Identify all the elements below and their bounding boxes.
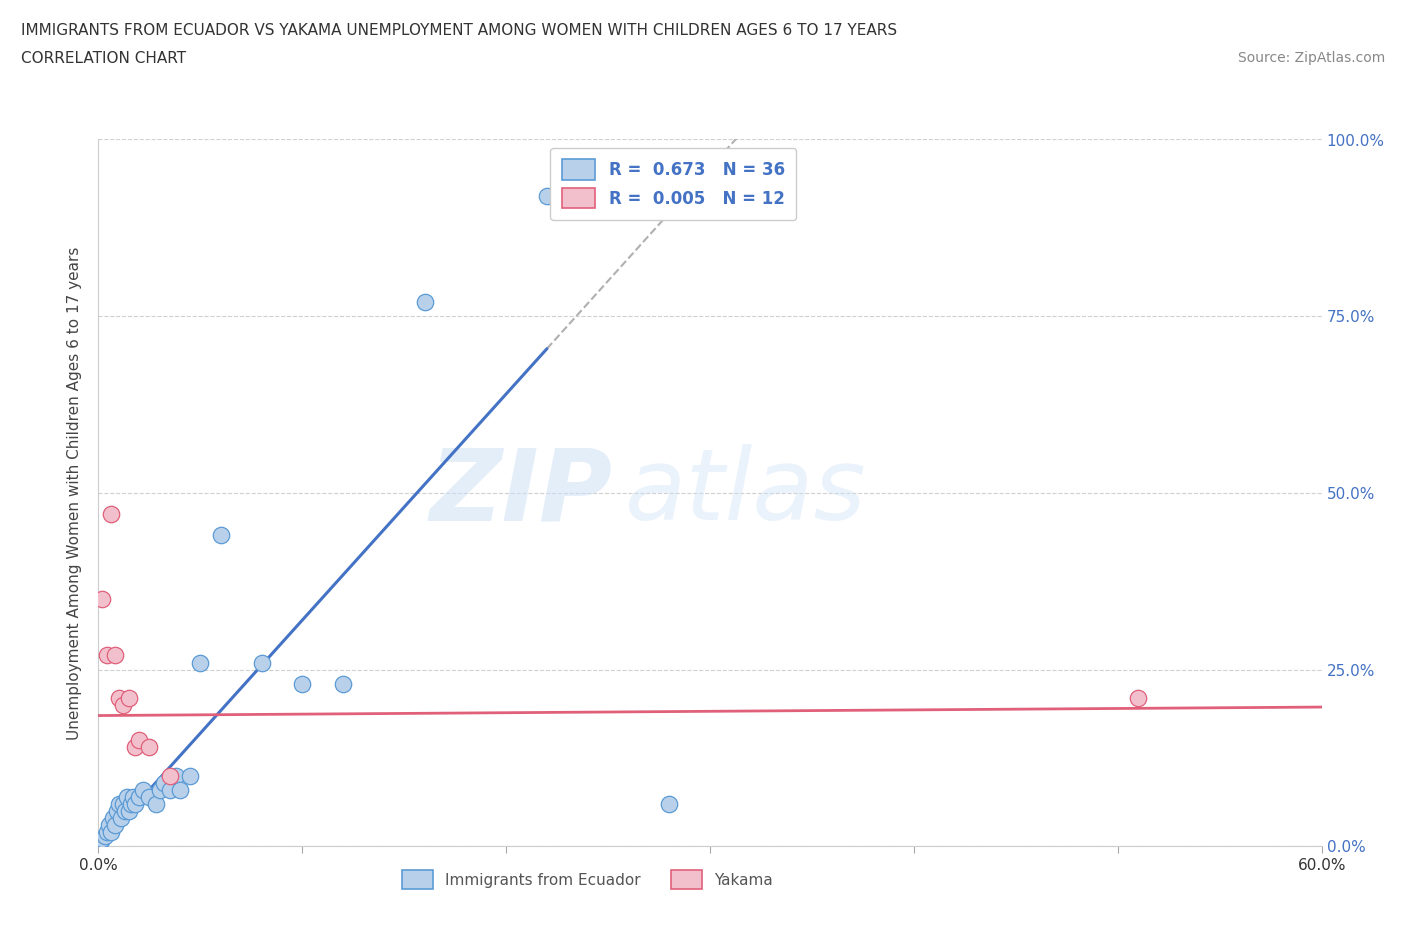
Text: atlas: atlas — [624, 445, 866, 541]
Point — [138, 740, 160, 755]
Point — [179, 768, 201, 783]
Point — [159, 782, 181, 797]
Point — [332, 676, 354, 691]
Point — [96, 648, 118, 663]
Point — [128, 733, 150, 748]
Point — [165, 768, 187, 783]
Point — [138, 790, 160, 804]
Point — [105, 804, 128, 818]
Point — [124, 796, 146, 811]
Point — [104, 817, 127, 832]
Point — [145, 796, 167, 811]
Legend: Immigrants from Ecuador, Yakama: Immigrants from Ecuador, Yakama — [396, 864, 779, 896]
Point — [536, 189, 558, 204]
Point — [250, 655, 273, 670]
Point — [115, 790, 138, 804]
Point — [149, 782, 172, 797]
Point — [122, 790, 145, 804]
Point — [101, 811, 124, 826]
Point — [108, 796, 131, 811]
Point — [124, 740, 146, 755]
Point — [100, 825, 122, 840]
Point — [91, 591, 114, 606]
Point — [120, 796, 142, 811]
Text: IMMIGRANTS FROM ECUADOR VS YAKAMA UNEMPLOYMENT AMONG WOMEN WITH CHILDREN AGES 6 : IMMIGRANTS FROM ECUADOR VS YAKAMA UNEMPL… — [21, 23, 897, 38]
Point — [118, 804, 141, 818]
Point — [93, 829, 115, 844]
Y-axis label: Unemployment Among Women with Children Ages 6 to 17 years: Unemployment Among Women with Children A… — [67, 246, 83, 739]
Text: CORRELATION CHART: CORRELATION CHART — [21, 51, 186, 66]
Text: Source: ZipAtlas.com: Source: ZipAtlas.com — [1237, 51, 1385, 65]
Point — [104, 648, 127, 663]
Point — [114, 804, 136, 818]
Point — [91, 831, 114, 846]
Text: ZIP: ZIP — [429, 445, 612, 541]
Point — [118, 690, 141, 705]
Point — [152, 776, 174, 790]
Point — [128, 790, 150, 804]
Point — [97, 817, 120, 832]
Point — [169, 782, 191, 797]
Point — [89, 835, 111, 850]
Point — [159, 768, 181, 783]
Point — [111, 698, 134, 712]
Point — [291, 676, 314, 691]
Point — [413, 295, 436, 310]
Point — [1128, 690, 1150, 705]
Point — [132, 782, 155, 797]
Point — [108, 690, 131, 705]
Point — [100, 507, 122, 522]
Point — [110, 811, 132, 826]
Point — [96, 825, 118, 840]
Point — [209, 528, 232, 543]
Point — [188, 655, 212, 670]
Point — [658, 796, 681, 811]
Point — [111, 796, 134, 811]
